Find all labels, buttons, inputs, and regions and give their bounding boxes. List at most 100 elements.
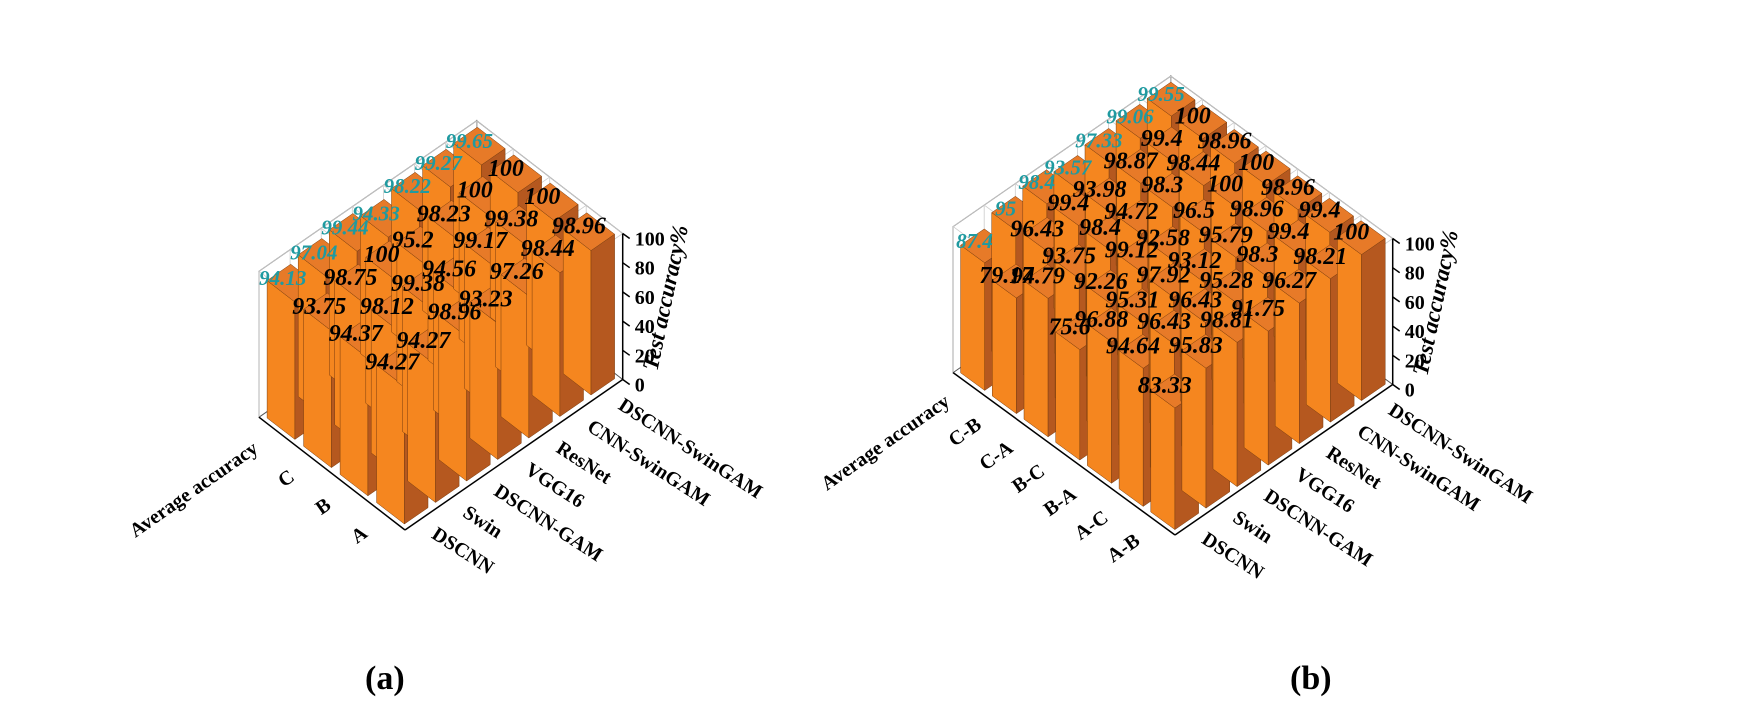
bar-top-face (1146, 81, 1196, 117)
z-tick-mark (1392, 296, 1401, 303)
z-tick-label: 100 (635, 229, 665, 251)
data-label: 98.96 (1230, 196, 1284, 222)
data-label: 91.75 (1231, 296, 1285, 322)
data-label: 79.17 (979, 263, 1034, 289)
data-label: 100 (1207, 172, 1243, 198)
z-tick-mark (1392, 237, 1401, 245)
row-tick-label: Average accuracy (126, 437, 263, 542)
bar (562, 212, 616, 396)
data-label: 98.22 (384, 174, 432, 198)
bar (1336, 220, 1386, 402)
bar-front-face (266, 280, 296, 440)
z-tick-label: 60 (635, 287, 655, 309)
value-labels: 83.3395.8398.8191.7596.2798.2110094.6496… (956, 82, 1369, 399)
data-label: 92.58 (1136, 225, 1190, 251)
data-label: 99.12 (1105, 237, 1159, 263)
grid-line (952, 75, 1172, 227)
data-label: 87.4 (956, 229, 993, 253)
bar-front-face (303, 308, 332, 469)
z-tick-mark (1392, 267, 1401, 274)
bar-side-face (1361, 237, 1386, 402)
data-label: 98.75 (323, 265, 377, 291)
data-label: 93.12 (1168, 248, 1222, 274)
data-label: 92.26 (1074, 269, 1128, 295)
row-tick-label: Average accuracy (817, 390, 954, 495)
data-label: 97.33 (1075, 128, 1122, 152)
data-label: 96.43 (1010, 216, 1064, 242)
bar-front-face (1150, 389, 1176, 531)
data-label: 96.43 (1168, 288, 1222, 314)
data-label: 93.75 (292, 294, 346, 320)
data-label: 100 (1238, 150, 1274, 176)
z-tick-mark (1392, 383, 1401, 391)
data-label: 100 (1175, 104, 1211, 130)
data-label: 95 (995, 196, 1016, 220)
bar-top-face (453, 126, 506, 166)
model-axis-line (1174, 383, 1394, 536)
bar-top-face (1210, 129, 1259, 164)
data-label: 100 (1333, 220, 1369, 246)
grid-line (1170, 75, 1393, 239)
data-label: 99.44 (321, 215, 368, 239)
data-label: 93.98 (1073, 177, 1127, 203)
data-label: 98.3 (1141, 172, 1183, 198)
bar-top-face (526, 182, 579, 222)
data-label: 96.43 (1137, 309, 1191, 335)
row-axis-line (258, 416, 406, 531)
bars (266, 126, 616, 525)
data-label: 98.4 (1079, 215, 1121, 241)
data-label: 99.55 (1137, 82, 1184, 106)
data-label: 100 (524, 184, 560, 210)
data-label: 95.83 (1169, 333, 1223, 359)
bar-front-face (1243, 313, 1269, 466)
data-label: 98.44 (521, 236, 575, 262)
z-tick-mark (622, 262, 631, 269)
z-tick-mark (622, 291, 631, 298)
z-tick-label: 60 (1405, 292, 1425, 314)
data-label: 98.96 (552, 214, 606, 240)
data-label: 99.4 (1268, 219, 1310, 245)
data-label: 95.28 (1199, 268, 1253, 294)
data-label: 94.13 (259, 266, 306, 290)
data-label: 99.4 (1141, 126, 1183, 152)
z-tick-label: 80 (1405, 263, 1425, 285)
data-label: 98.44 (1166, 151, 1220, 177)
data-label: 96.27 (1262, 268, 1317, 294)
data-label: 94.72 (1104, 199, 1158, 225)
z-tick-label: 0 (635, 375, 645, 397)
bar-top-face (1178, 104, 1228, 139)
data-label: 99.38 (484, 206, 538, 232)
data-label: 99.17 (453, 228, 508, 254)
z-tick-mark (622, 232, 631, 240)
data-label: 94.33 (352, 201, 399, 225)
bar-front-face (339, 336, 369, 497)
data-label: 83.33 (1138, 373, 1192, 399)
grid-line (258, 120, 477, 272)
data-label: 96.88 (1074, 307, 1128, 333)
model-axis-line (404, 378, 624, 531)
bar-top-face (1305, 197, 1354, 233)
data-label: 95.79 (1199, 222, 1253, 248)
data-label: 98.12 (360, 294, 414, 320)
bar-top-face (1336, 220, 1386, 255)
bar-top-face (1273, 175, 1323, 211)
row-tick-label: A-B (1103, 529, 1144, 567)
row-tick-label: C (274, 466, 298, 492)
z-tick-mark (622, 378, 631, 386)
bar-side-face (590, 233, 615, 396)
data-label: 99.27 (415, 151, 464, 175)
z-tick-mark (622, 349, 631, 356)
value-labels: 94.2794.2798.9693.2397.2698.4498.9694.37… (259, 129, 606, 375)
data-label: 99.38 (391, 271, 445, 297)
panel-label-a: (a) (365, 660, 405, 697)
data-label: 96.5 (1173, 198, 1215, 224)
bar-front-face (1023, 280, 1049, 438)
data-label: 98.21 (1293, 244, 1347, 270)
data-label: 93.23 (459, 287, 513, 313)
data-label: 98.87 (1104, 148, 1159, 174)
data-label: 94.27 (365, 350, 420, 376)
model-tick-label: Swin (459, 501, 506, 542)
